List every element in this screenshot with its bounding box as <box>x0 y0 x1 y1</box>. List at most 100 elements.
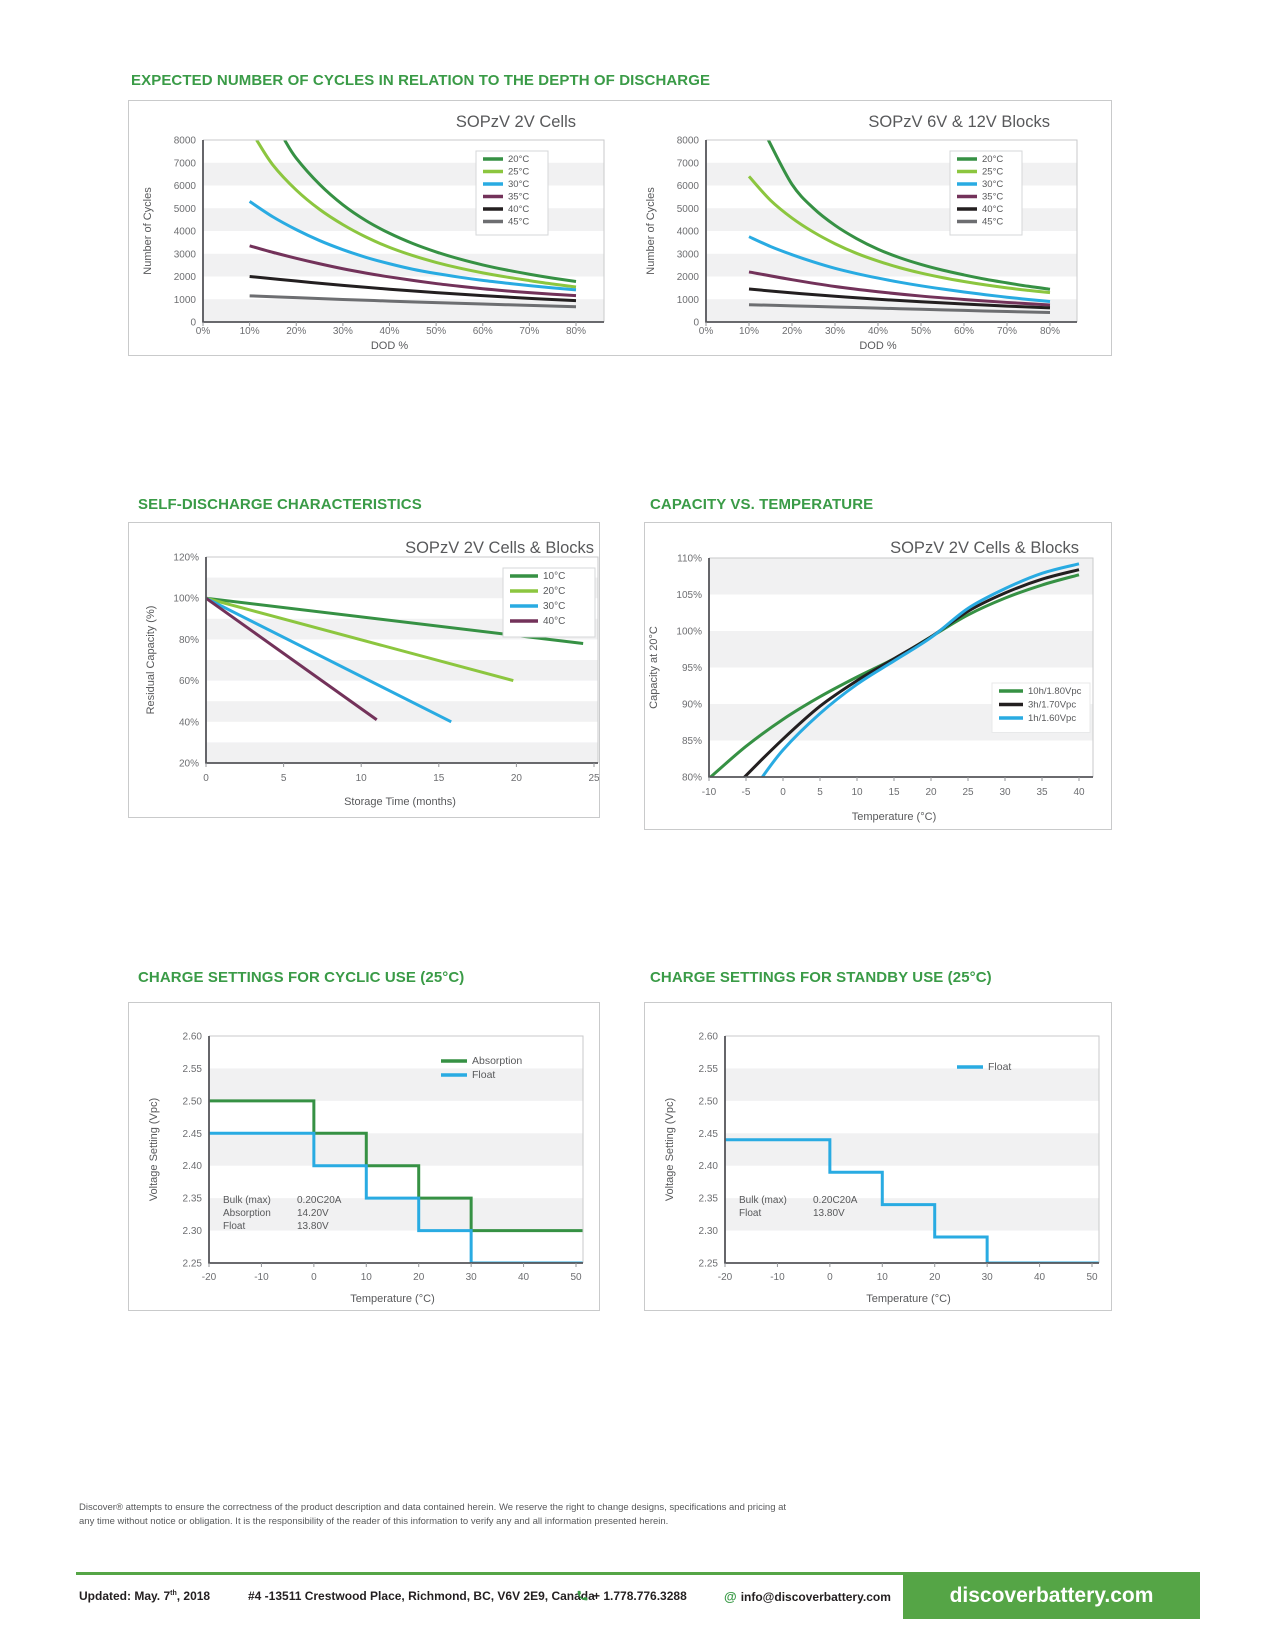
y-tick-label: 8000 <box>174 136 197 147</box>
chart-svg-selfdischarge: 0 5 10 15 20 25 20% 40% 60% 80% 100% 120% Storage Ti… <box>145 539 599 808</box>
y-axis-label: Number of Cycles <box>645 187 657 275</box>
plot-stripe <box>709 631 1093 668</box>
legend-label: 20°C <box>982 154 1003 165</box>
annotation-value: 13.80V <box>813 1208 845 1219</box>
plot-frame-light <box>203 139 605 322</box>
y-tick-label: 2.45 <box>699 1129 719 1140</box>
plot-stripe <box>206 742 598 763</box>
legend-label: 1h/1.60Vpc <box>1028 713 1076 724</box>
x-tick-label: 10 <box>851 787 863 798</box>
y-tick-label: 0 <box>693 318 699 329</box>
y-axis-label: Number of Cycles <box>142 187 154 275</box>
y-tick-label: 2.30 <box>699 1226 719 1237</box>
x-tick-label: 0% <box>699 326 714 337</box>
y-tick-label: 2000 <box>677 272 700 283</box>
x-tick-label: 5 <box>817 787 823 798</box>
x-tick-label: 10% <box>739 326 759 337</box>
series-30°C <box>748 235 1051 304</box>
series-45°C <box>748 303 1051 314</box>
series-25°C <box>255 140 577 289</box>
x-tick-label: 0 <box>203 773 209 784</box>
x-tick-label: 40 <box>518 1272 530 1283</box>
x-tick-label: 30 <box>466 1272 478 1283</box>
series-1h/1.60Vpc <box>760 562 1080 777</box>
website-banner[interactable]: discoverbattery.com <box>903 1572 1200 1619</box>
x-tick-label: 30 <box>999 787 1011 798</box>
series-35°C <box>249 244 577 298</box>
x-tick-label: -20 <box>718 1272 733 1283</box>
chart-self-discharge: 0 5 10 15 20 25 20% 40% 60% 80% 100% 120% Storage Ti… <box>129 523 599 817</box>
x-tick-label: -10 <box>770 1272 785 1283</box>
disclaimer-line1: Discover® attempts to ensure the correct… <box>79 1502 787 1513</box>
section-title-standby: CHARGE SETTINGS FOR STANDBY USE (25°C) <box>650 969 992 986</box>
x-tick-label: 0% <box>196 326 211 337</box>
x-tick-label: 0 <box>827 1272 833 1283</box>
x-tick-label: -20 <box>202 1272 217 1283</box>
y-tick-label: 80% <box>682 773 702 784</box>
x-tick-label: 0 <box>780 787 786 798</box>
x-tick-label: 25 <box>588 773 599 784</box>
y-tick-label: 2.55 <box>183 1064 203 1075</box>
series-10h/1.80Vpc <box>709 573 1080 777</box>
annotation-value: 14.20V <box>297 1208 329 1219</box>
y-tick-label: 100% <box>676 627 702 638</box>
legend-label: 30°C <box>982 179 1003 190</box>
plot-stripe <box>209 1133 583 1166</box>
y-tick-label: 90% <box>682 700 702 711</box>
y-tick-label: 95% <box>682 663 702 674</box>
disclaimer-line2: any time without notice or obligation. I… <box>79 1516 669 1527</box>
legend-label: 3h/1.70Vpc <box>1028 700 1076 711</box>
x-tick-label: -10 <box>254 1272 269 1283</box>
y-axis-label: Residual Capacity (%) <box>145 606 157 715</box>
x-axis-label: Temperature (°C) <box>866 1293 950 1305</box>
y-axis-label: Capacity at 20°C <box>648 626 660 709</box>
x-tick-label: 10 <box>361 1272 373 1283</box>
legend-label: 35°C <box>508 192 529 203</box>
x-axis-label: Temperature (°C) <box>852 811 936 823</box>
annotation-value: 13.80V <box>297 1221 329 1232</box>
legend: 10h/1.80Vpc 3h/1.70Vpc 1h/1.60Vpc <box>991 682 1091 733</box>
annotation-value: 0.20C20A <box>813 1195 858 1206</box>
y-tick-label: 2.50 <box>699 1096 719 1107</box>
y-tick-label: 3000 <box>677 249 700 260</box>
y-axis-label: Voltage Setting (Vpc) <box>664 1098 676 1201</box>
chart-cycles-2v-cells: 0% 10% 20% 30% 40% 50% 60% 70% 80% 0 1000 2000 3000 4… <box>129 101 620 355</box>
legend-label: 40°C <box>508 204 529 215</box>
footer-address: #4 -13511 Crestwood Place, Richmond, BC,… <box>248 1589 595 1603</box>
y-tick-label: 2.50 <box>183 1096 203 1107</box>
disclaimer: Discover® attempts to ensure the correct… <box>79 1501 809 1529</box>
series-20°C <box>283 140 577 283</box>
legend-label: Float <box>988 1061 1011 1073</box>
legend-label: 45°C <box>508 217 529 228</box>
x-tick-label: 40% <box>379 326 399 337</box>
plot-frame-light <box>209 1035 584 1263</box>
x-tick-label: 50% <box>426 326 446 337</box>
x-tick-label: 20% <box>782 326 802 337</box>
chart-capacity-vs-temperature: -10 -5 0 5 10 15 20 25 30 35 40 80% 85% 90% 95% 100% 105… <box>645 523 1111 829</box>
x-axis-label: Storage Time (months) <box>344 796 456 808</box>
x-tick-label: 15 <box>888 787 900 798</box>
series-20°C <box>767 140 1051 291</box>
series-40°C <box>249 275 577 303</box>
legend-label: Absorption <box>472 1055 522 1067</box>
y-tick-label: 0 <box>190 318 196 329</box>
section-title-self-discharge: SELF-DISCHARGE CHARACTERISTICS <box>138 496 422 513</box>
annotation-label: Bulk (max) <box>223 1195 271 1206</box>
chart-svg-standby: -20 -10 0 10 20 30 40 50 2.25 2.30 2.35 2.40 2.45 2.5… <box>664 1032 1100 1305</box>
annotation-label: Float <box>739 1208 761 1219</box>
series-Absorption <box>209 1099 583 1233</box>
plot-stripe <box>206 577 598 599</box>
y-tick-label: 2.60 <box>183 1032 203 1043</box>
series-30°C <box>248 200 577 292</box>
y-tick-label: 3000 <box>174 249 197 260</box>
x-tick-label: 0 <box>311 1272 317 1283</box>
legend: 10°C 20°C 30°C 40°C <box>502 567 596 638</box>
y-tick-label: 60% <box>179 676 199 687</box>
footer-phone: + 1.778.776.3288 <box>576 1589 687 1605</box>
y-tick-label: 2.25 <box>699 1259 719 1270</box>
x-tick-label: 15 <box>433 773 445 784</box>
y-tick-label: 2.40 <box>183 1161 203 1172</box>
legend-label: 30°C <box>543 601 565 612</box>
annotation: Bulk (max) 0.20C20A Float 13.80V <box>739 1195 858 1219</box>
chart-charge-standby: -20 -10 0 10 20 30 40 50 2.25 2.30 2.35 2.40 2.45 2.5… <box>645 1003 1111 1310</box>
